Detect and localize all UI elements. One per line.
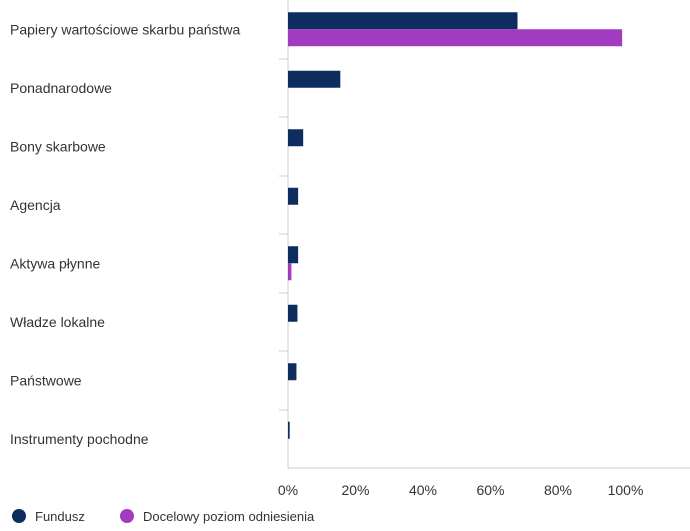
legend-label: Docelowy poziom odniesienia	[143, 509, 315, 524]
bar-fundusz	[288, 12, 518, 30]
bar-fundusz	[288, 363, 297, 381]
x-tick-label: 100%	[608, 482, 644, 498]
x-tick-label: 0%	[278, 482, 298, 498]
bar-benchmark	[288, 263, 292, 281]
bar-fundusz	[288, 246, 299, 264]
axis-layer	[279, 0, 690, 469]
x-tick-label: 40%	[409, 482, 437, 498]
legend-swatch	[12, 509, 26, 523]
x-tick-label: 60%	[476, 482, 504, 498]
category-label: Aktywa płynne	[10, 255, 100, 271]
legend-label: Fundusz	[35, 509, 85, 524]
category-label: Bony skarbowe	[10, 138, 106, 154]
category-label: Ponadnarodowe	[10, 80, 112, 96]
legend: Fundusz Docelowy poziom odniesienia	[12, 509, 315, 524]
category-label: Państwowe	[10, 372, 82, 388]
x-tick-labels: 0% 20% 40% 60% 80% 100%	[278, 482, 644, 498]
bar-fundusz	[288, 129, 304, 147]
legend-swatch	[120, 509, 134, 523]
bar-fundusz	[288, 304, 298, 322]
bar-fundusz	[288, 421, 290, 439]
x-tick-label: 20%	[341, 482, 369, 498]
bar-fundusz	[288, 70, 341, 88]
category-label: Władze lokalne	[10, 314, 105, 330]
x-tick-label: 80%	[544, 482, 572, 498]
bars	[288, 12, 623, 439]
category-label: Agencja	[10, 197, 61, 213]
category-labels: Papiery wartościowe skarbu państwa Ponadn…	[10, 21, 241, 447]
bar-fundusz	[288, 187, 299, 205]
category-label: Papiery wartościowe skarbu państwa	[10, 21, 241, 37]
bar-benchmark	[288, 29, 623, 47]
category-label: Instrumenty pochodne	[10, 431, 149, 447]
